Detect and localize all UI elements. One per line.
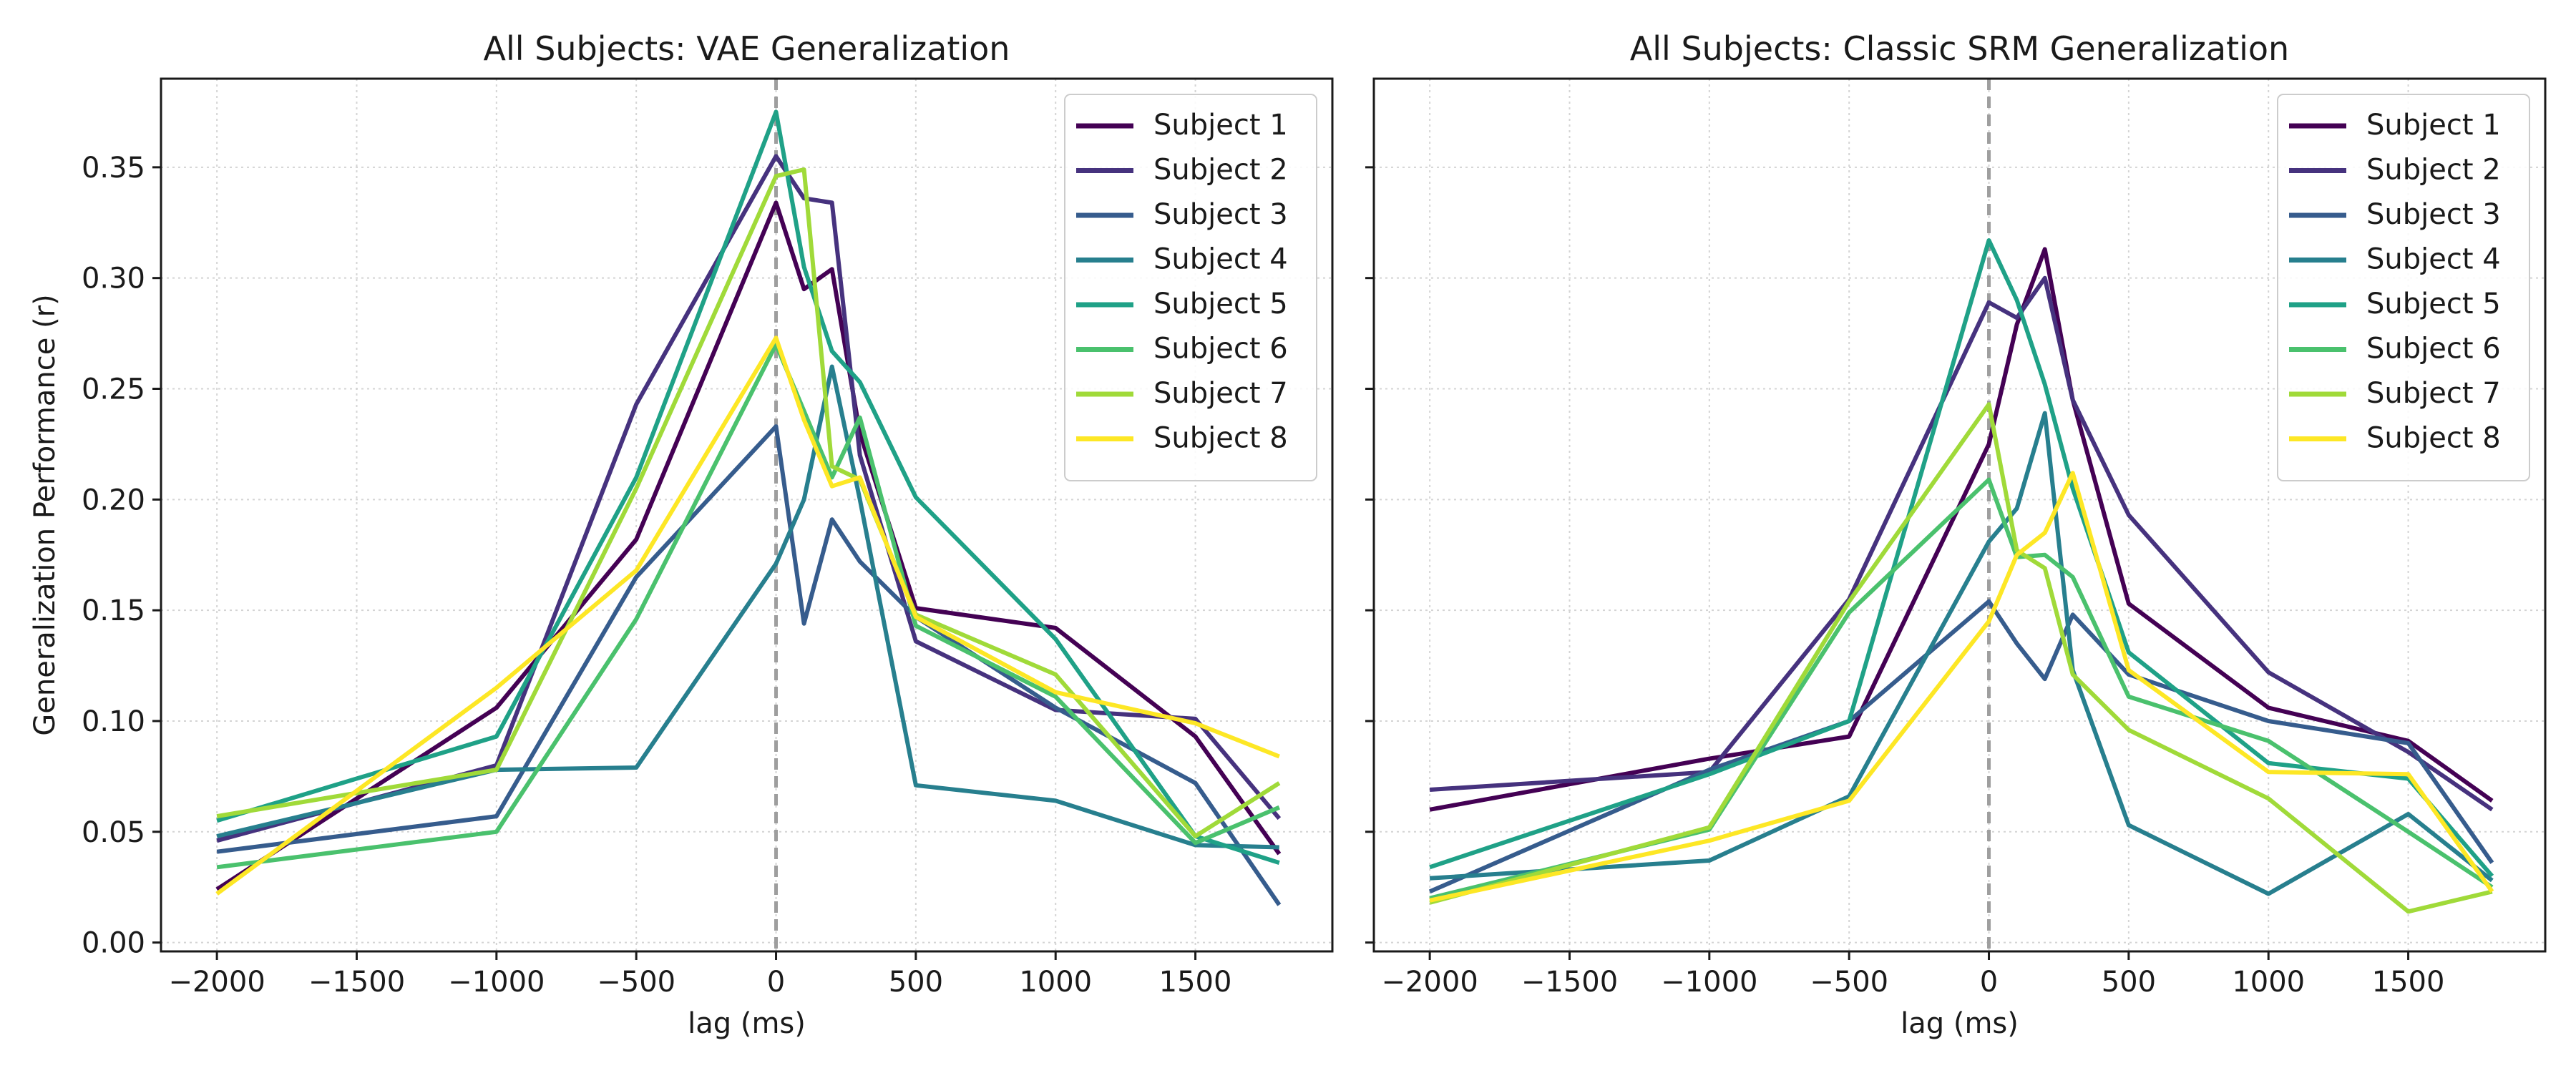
series-line-subject-2 xyxy=(216,154,1282,843)
legend-label: Subject 2 xyxy=(1153,154,1288,187)
x-axis-label: lag (ms) xyxy=(688,1007,806,1040)
x-tick-label: −1000 xyxy=(1661,966,1757,999)
x-tick-label: 1000 xyxy=(1019,966,1092,999)
axes-frame xyxy=(1372,77,2547,953)
y-axis-label: Generalization Performance (r) xyxy=(29,294,62,735)
x-tick-label: 1500 xyxy=(2372,966,2445,999)
legend-label: Subject 4 xyxy=(1153,243,1288,276)
legend-item-subject-4: Subject 4 xyxy=(1076,243,1288,276)
legend-item-subject-7: Subject 7 xyxy=(2289,377,2501,410)
legend-item-subject-5: Subject 5 xyxy=(1076,288,1288,320)
legend-item-subject-3: Subject 3 xyxy=(1076,198,1288,231)
y-tick-label: 0.10 xyxy=(82,705,145,738)
legend-label: Subject 6 xyxy=(2366,333,2501,366)
series-line-subject-8 xyxy=(1429,471,2494,903)
legend-label: Subject 4 xyxy=(2366,243,2501,276)
x-tick-label: 1500 xyxy=(1159,966,1232,999)
x-tick-label: −500 xyxy=(597,966,675,999)
series-line-subject-4 xyxy=(216,364,1279,850)
legend-item-subject-5: Subject 5 xyxy=(2289,288,2501,320)
legend-item-subject-8: Subject 8 xyxy=(2289,422,2501,455)
legend: Subject 1 Subject 2 Subject 3 Subject 4 Subj… xyxy=(1064,94,1317,481)
series-line-subject-3 xyxy=(216,424,1282,906)
y-tick-label: 0.05 xyxy=(82,816,145,849)
legend-label: Subject 8 xyxy=(2366,422,2501,455)
legend-box xyxy=(1064,94,1317,481)
x-tick-label: 0 xyxy=(767,966,785,999)
y-tick-label: 0.25 xyxy=(82,373,145,406)
legend-label: Subject 2 xyxy=(2366,154,2501,187)
legend-label: Subject 5 xyxy=(2366,288,2501,320)
legend-item-subject-6: Subject 6 xyxy=(2289,333,2501,366)
legend-label: Subject 3 xyxy=(1153,198,1288,231)
x-tick-label: 1000 xyxy=(2232,966,2305,999)
series-line-subject-1 xyxy=(215,200,1282,891)
series-line-subject-2 xyxy=(1429,275,2494,812)
y-tick-label: 0.20 xyxy=(82,484,145,516)
legend-item-subject-1: Subject 1 xyxy=(2289,109,2501,142)
x-tick-label: 0 xyxy=(1980,966,1998,999)
series-lines xyxy=(215,109,1282,906)
x-tick-label: −2000 xyxy=(168,966,265,999)
series-line-subject-6 xyxy=(216,342,1280,870)
series-line-subject-7 xyxy=(216,167,1281,838)
series-lines xyxy=(1428,238,2494,914)
y-tick-label: 0.00 xyxy=(82,927,145,960)
legend-item-subject-1: Subject 1 xyxy=(1076,109,1288,142)
y-tick-label: 0.15 xyxy=(82,594,145,627)
y-tick-label: 0.30 xyxy=(82,263,145,295)
series-line-subject-7 xyxy=(1429,402,2493,914)
chart-title: All Subjects: Classic SRM Generalization xyxy=(1630,29,2289,68)
x-tick-label: −1000 xyxy=(448,966,545,999)
legend-label: Subject 6 xyxy=(1153,333,1288,366)
legend-label: Subject 3 xyxy=(2366,198,2501,231)
legend-item-subject-2: Subject 2 xyxy=(1076,154,1288,187)
series-line-subject-6 xyxy=(1429,477,2494,901)
legend-item-subject-7: Subject 7 xyxy=(1076,377,1288,410)
x-tick-label: 500 xyxy=(2102,966,2156,999)
series-line-subject-1 xyxy=(1429,247,2494,812)
legend-item-subject-8: Subject 8 xyxy=(1076,422,1288,455)
series-line-subject-5 xyxy=(1429,238,2494,878)
legend-label: Subject 8 xyxy=(1153,422,1288,455)
legend-label: Subject 7 xyxy=(2366,377,2501,410)
x-tick-label: −2000 xyxy=(1381,966,1478,999)
legend-label: Subject 1 xyxy=(2366,109,2501,142)
x-tick-label: −500 xyxy=(1810,966,1888,999)
legend-item-subject-6: Subject 6 xyxy=(1076,333,1288,366)
legend-label: Subject 1 xyxy=(1153,109,1288,142)
legend-box xyxy=(2277,94,2530,481)
x-tick-label: −1500 xyxy=(1521,966,1618,999)
series-line-subject-4 xyxy=(1429,411,2494,896)
legend-item-subject-3: Subject 3 xyxy=(2289,198,2501,231)
chart-title: All Subjects: VAE Generalization xyxy=(484,29,1010,68)
x-tick-label: 500 xyxy=(889,966,943,999)
legend-label: Subject 5 xyxy=(1153,288,1288,320)
panel-1: −2000 −1500 −1000 −500 0 500 1000 1500 0.00 0.05 0… xyxy=(29,29,1334,1040)
legend-item-subject-4: Subject 4 xyxy=(2289,243,2501,276)
x-tick-label: −1500 xyxy=(308,966,405,999)
legend-label: Subject 7 xyxy=(1153,377,1288,410)
panel-2: −2000 −1500 −1000 −500 0 500 1000 1500 All Subje… xyxy=(1365,29,2547,1040)
legend: Subject 1 Subject 2 Subject 3 Subject 4 Subj… xyxy=(2277,94,2530,481)
legend-item-subject-2: Subject 2 xyxy=(2289,154,2501,187)
y-tick-label: 0.35 xyxy=(82,152,145,185)
series-line-subject-8 xyxy=(215,335,1280,896)
series-line-subject-5 xyxy=(216,109,1280,865)
axes-frame xyxy=(160,77,1334,953)
x-axis-label: lag (ms) xyxy=(1901,1007,2019,1040)
